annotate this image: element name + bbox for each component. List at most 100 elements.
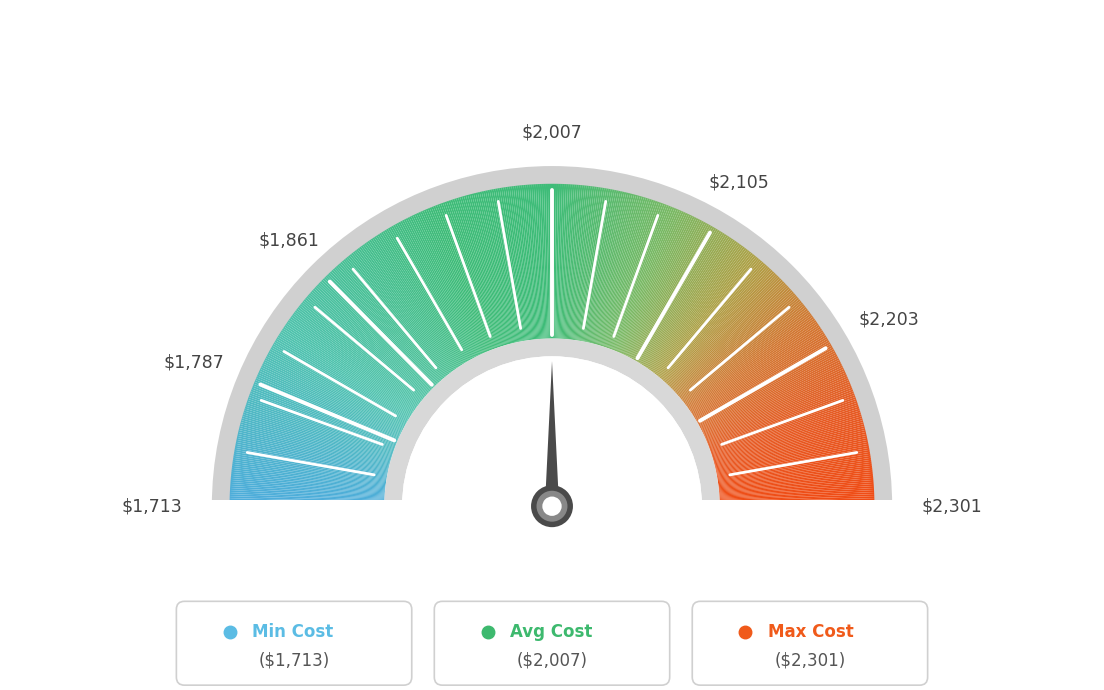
Wedge shape xyxy=(714,428,866,466)
Wedge shape xyxy=(460,197,506,346)
Wedge shape xyxy=(535,184,544,339)
Wedge shape xyxy=(230,490,384,499)
Wedge shape xyxy=(289,318,416,409)
Wedge shape xyxy=(677,291,794,395)
Wedge shape xyxy=(700,356,838,429)
Wedge shape xyxy=(294,312,418,406)
Wedge shape xyxy=(718,462,872,484)
Wedge shape xyxy=(278,333,411,417)
Wedge shape xyxy=(613,206,671,351)
Wedge shape xyxy=(704,373,847,437)
Wedge shape xyxy=(715,432,867,469)
Wedge shape xyxy=(481,191,517,343)
Wedge shape xyxy=(528,184,541,339)
Wedge shape xyxy=(719,468,872,487)
Wedge shape xyxy=(421,211,485,353)
Wedge shape xyxy=(683,307,807,404)
Wedge shape xyxy=(418,212,484,353)
Wedge shape xyxy=(393,225,470,360)
Wedge shape xyxy=(231,484,384,495)
Wedge shape xyxy=(263,362,402,432)
Wedge shape xyxy=(580,188,606,341)
Wedge shape xyxy=(433,206,491,351)
Wedge shape xyxy=(703,367,843,435)
Text: $2,105: $2,105 xyxy=(709,173,769,191)
Wedge shape xyxy=(558,184,564,339)
Wedge shape xyxy=(368,241,457,368)
Wedge shape xyxy=(720,500,874,504)
Wedge shape xyxy=(672,281,784,390)
Wedge shape xyxy=(720,490,874,499)
Wedge shape xyxy=(351,253,448,375)
Wedge shape xyxy=(720,504,874,506)
Wedge shape xyxy=(656,253,753,375)
Wedge shape xyxy=(395,224,471,359)
Wedge shape xyxy=(693,333,826,417)
Wedge shape xyxy=(470,194,510,344)
Wedge shape xyxy=(274,342,407,422)
Wedge shape xyxy=(619,211,683,353)
Wedge shape xyxy=(719,478,873,493)
Wedge shape xyxy=(696,340,829,421)
Wedge shape xyxy=(235,442,388,474)
Wedge shape xyxy=(273,344,407,423)
Wedge shape xyxy=(323,277,434,388)
Wedge shape xyxy=(331,270,438,384)
Wedge shape xyxy=(422,210,486,353)
Wedge shape xyxy=(340,262,443,380)
Wedge shape xyxy=(241,420,391,462)
Wedge shape xyxy=(248,397,394,451)
Wedge shape xyxy=(652,248,746,373)
Wedge shape xyxy=(671,279,783,389)
Wedge shape xyxy=(593,193,633,344)
Text: ($2,007): ($2,007) xyxy=(517,652,587,670)
Wedge shape xyxy=(540,184,546,339)
Wedge shape xyxy=(354,250,450,374)
Wedge shape xyxy=(257,375,399,439)
Wedge shape xyxy=(231,480,385,493)
Wedge shape xyxy=(649,243,740,370)
Wedge shape xyxy=(697,344,831,423)
Wedge shape xyxy=(720,494,874,501)
Wedge shape xyxy=(718,454,870,480)
Wedge shape xyxy=(232,464,385,485)
Wedge shape xyxy=(237,434,389,470)
Wedge shape xyxy=(562,184,572,339)
Wedge shape xyxy=(687,313,811,407)
Wedge shape xyxy=(262,364,402,433)
Wedge shape xyxy=(286,322,414,411)
Wedge shape xyxy=(265,358,403,430)
Wedge shape xyxy=(688,317,814,408)
Wedge shape xyxy=(679,296,798,397)
Wedge shape xyxy=(599,197,646,346)
Wedge shape xyxy=(716,442,869,474)
Wedge shape xyxy=(634,225,711,360)
Wedge shape xyxy=(310,291,427,395)
Wedge shape xyxy=(416,213,482,354)
Wedge shape xyxy=(230,498,384,503)
Wedge shape xyxy=(709,393,854,448)
Wedge shape xyxy=(454,198,502,346)
Wedge shape xyxy=(629,220,702,358)
Wedge shape xyxy=(715,436,867,471)
Wedge shape xyxy=(711,404,859,455)
Text: $2,203: $2,203 xyxy=(859,310,920,328)
Wedge shape xyxy=(597,196,641,345)
Wedge shape xyxy=(453,199,501,347)
Wedge shape xyxy=(710,395,856,449)
Wedge shape xyxy=(618,210,682,353)
FancyBboxPatch shape xyxy=(177,601,412,685)
Wedge shape xyxy=(713,414,861,460)
Wedge shape xyxy=(666,268,772,383)
Wedge shape xyxy=(404,219,476,357)
Wedge shape xyxy=(443,202,496,348)
Wedge shape xyxy=(233,460,386,483)
Wedge shape xyxy=(676,288,792,394)
Wedge shape xyxy=(489,190,521,342)
Wedge shape xyxy=(255,380,397,442)
Wedge shape xyxy=(625,216,694,356)
Wedge shape xyxy=(270,347,406,424)
Wedge shape xyxy=(645,237,732,367)
Wedge shape xyxy=(716,448,870,477)
Wedge shape xyxy=(638,230,720,363)
